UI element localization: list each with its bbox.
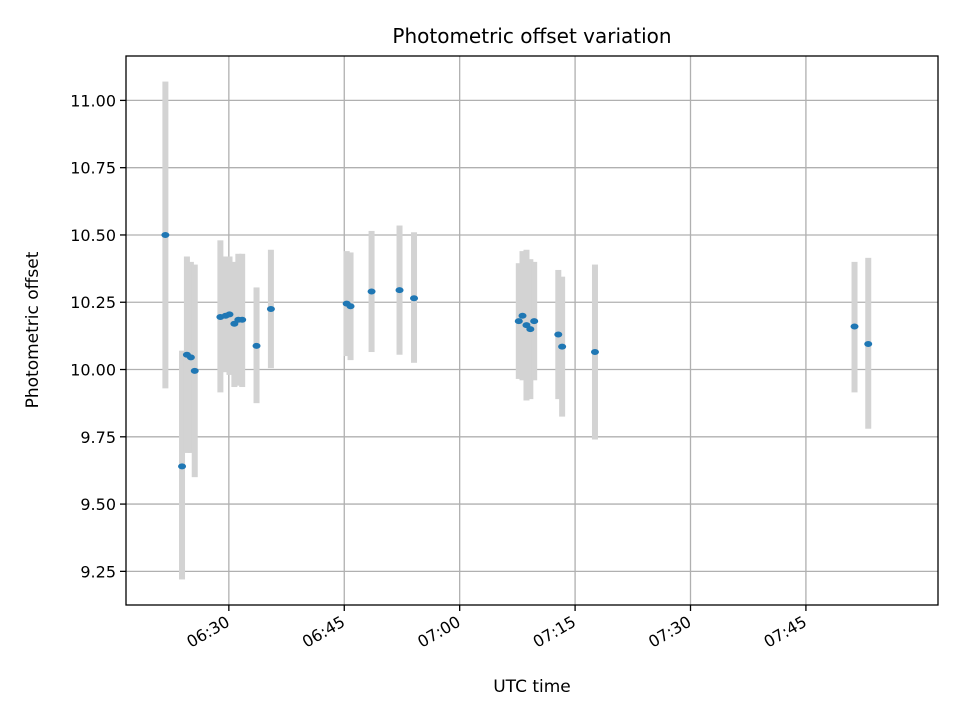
data-point-21 bbox=[526, 326, 535, 333]
x-axis-ticks: 06:30 06:45 07:00 07:15 07:30 07:45 bbox=[183, 605, 810, 652]
data-point-4 bbox=[190, 367, 199, 374]
data-point-16 bbox=[395, 287, 404, 294]
y-tick-label-4: 10.25 bbox=[70, 293, 116, 312]
data-point-23 bbox=[554, 331, 563, 338]
data-point-12 bbox=[266, 305, 275, 312]
data-point-25 bbox=[590, 349, 599, 356]
data-point-15 bbox=[367, 288, 376, 295]
plot-frame bbox=[125, 55, 939, 606]
x-tick-label-2: 07:00 bbox=[414, 612, 463, 652]
data-point-17 bbox=[410, 295, 419, 302]
data-point-11 bbox=[252, 342, 261, 349]
y-axis-ticks: 9.25 9.50 9.75 10.00 10.25 10.50 10.75 11.00 bbox=[70, 91, 126, 581]
x-axis-label: UTC time bbox=[493, 677, 571, 697]
x-tick-label-4: 07:30 bbox=[645, 612, 694, 652]
data-point-3 bbox=[186, 354, 195, 361]
x-tick-label-1: 06:45 bbox=[299, 612, 348, 652]
x-tick-label-0: 06:30 bbox=[183, 612, 232, 652]
data-point-1 bbox=[178, 463, 187, 470]
data-point-14 bbox=[346, 303, 355, 310]
y-tick-label-0: 9.25 bbox=[80, 562, 116, 581]
error-bars bbox=[162, 81, 872, 580]
y-tick-label-6: 10.75 bbox=[70, 159, 116, 178]
y-tick-label-2: 9.75 bbox=[80, 428, 116, 447]
data-points bbox=[161, 231, 873, 470]
data-point-10 bbox=[238, 316, 247, 323]
y-axis-label: Photometric offset bbox=[23, 251, 43, 408]
y-tick-label-1: 9.50 bbox=[80, 495, 116, 514]
data-point-19 bbox=[518, 312, 527, 319]
x-tick-label-5: 07:45 bbox=[760, 612, 809, 652]
y-tick-label-5: 10.50 bbox=[70, 226, 116, 245]
data-point-24 bbox=[558, 343, 567, 350]
data-point-0 bbox=[161, 231, 170, 238]
y-tick-label-3: 10.00 bbox=[70, 361, 116, 380]
chart-title: Photometric offset variation bbox=[392, 24, 671, 48]
x-tick-label-3: 07:15 bbox=[530, 612, 579, 652]
data-point-26 bbox=[850, 323, 859, 330]
grid-lines bbox=[126, 56, 938, 605]
data-point-27 bbox=[864, 340, 873, 347]
data-point-22 bbox=[530, 318, 539, 325]
data-point-7 bbox=[225, 311, 234, 318]
data-point-18 bbox=[514, 318, 523, 325]
y-tick-label-7: 11.00 bbox=[70, 91, 116, 110]
